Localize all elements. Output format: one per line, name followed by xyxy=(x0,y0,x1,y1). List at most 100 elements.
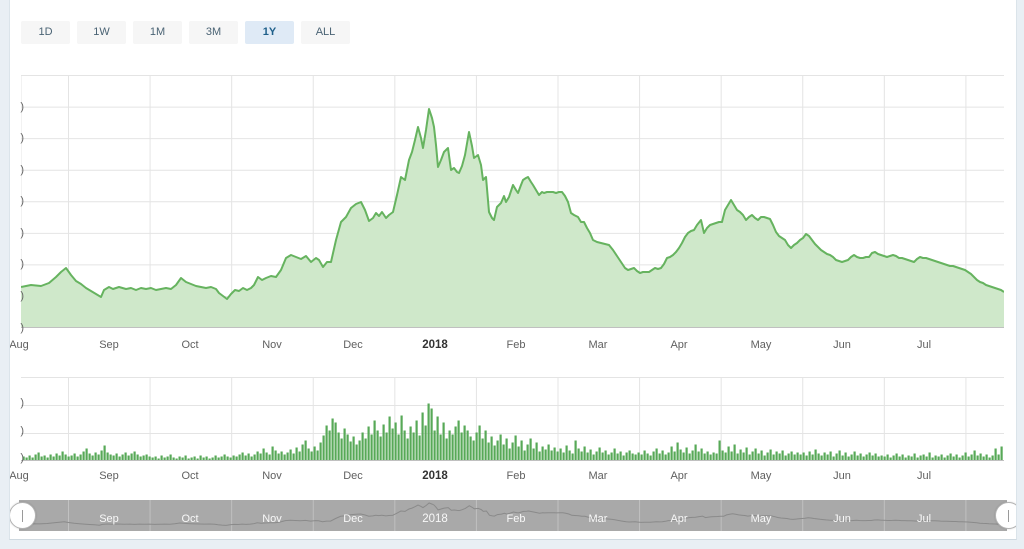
volume-bar[interactable] xyxy=(25,457,28,461)
volume-bar[interactable] xyxy=(658,453,661,461)
volume-bar[interactable] xyxy=(988,457,991,461)
volume-bar[interactable] xyxy=(871,455,874,461)
volume-bar[interactable] xyxy=(169,454,172,461)
volume-bar[interactable] xyxy=(250,456,253,461)
volume-bar[interactable] xyxy=(541,446,544,461)
volume-bar[interactable] xyxy=(976,455,979,461)
volume-bar[interactable] xyxy=(679,449,682,461)
volume-bar[interactable] xyxy=(880,455,883,461)
range-button-all[interactable]: ALL xyxy=(301,21,350,44)
volume-bar[interactable] xyxy=(64,454,67,461)
volume-bar[interactable] xyxy=(691,450,694,461)
volume-bar[interactable] xyxy=(58,455,61,461)
volume-bar[interactable] xyxy=(295,447,298,461)
volume-bar[interactable] xyxy=(145,454,148,461)
volume-bar[interactable] xyxy=(109,454,112,461)
volume-bar[interactable] xyxy=(337,432,340,461)
volume-bar[interactable] xyxy=(121,454,124,461)
volume-bar[interactable] xyxy=(133,451,136,461)
volume-bar[interactable] xyxy=(409,426,412,461)
volume-bar[interactable] xyxy=(358,440,361,461)
volume-bar[interactable] xyxy=(349,441,352,461)
volume-bar[interactable] xyxy=(742,452,745,461)
volume-bar[interactable] xyxy=(238,454,241,461)
volume-bar[interactable] xyxy=(874,453,877,461)
volume-bar[interactable] xyxy=(796,452,799,461)
volume-bar[interactable] xyxy=(49,454,52,461)
volume-bar[interactable] xyxy=(211,457,214,461)
volume-bar[interactable] xyxy=(604,450,607,461)
volume-bar[interactable] xyxy=(910,456,913,461)
volume-bar[interactable] xyxy=(967,456,970,461)
volume-bar[interactable] xyxy=(526,444,529,461)
volume-bar[interactable] xyxy=(544,449,547,461)
volume-bar[interactable] xyxy=(985,454,988,461)
volume-bar[interactable] xyxy=(340,438,343,461)
range-button-3m[interactable]: 3M xyxy=(189,21,238,44)
volume-bar[interactable] xyxy=(808,451,811,461)
price-area-series[interactable] xyxy=(21,109,1004,328)
navigator-left-handle[interactable] xyxy=(10,502,36,529)
volume-bar[interactable] xyxy=(616,453,619,461)
volume-bar[interactable] xyxy=(517,446,520,461)
volume-bar[interactable] xyxy=(493,445,496,461)
volume-bar[interactable] xyxy=(487,442,490,461)
volume-bar[interactable] xyxy=(643,450,646,461)
volume-bar[interactable] xyxy=(505,438,508,461)
volume-bar[interactable] xyxy=(769,449,772,461)
volume-bar[interactable] xyxy=(775,451,778,461)
volume-bar[interactable] xyxy=(640,454,643,461)
volume-bar[interactable] xyxy=(646,453,649,461)
volume-bar[interactable] xyxy=(370,434,373,461)
volume-bar[interactable] xyxy=(523,450,526,461)
volume-bar[interactable] xyxy=(868,452,871,461)
volume-bar[interactable] xyxy=(835,453,838,461)
volume-bar[interactable] xyxy=(682,452,685,461)
volume-bar[interactable] xyxy=(940,454,943,461)
volume-bar[interactable] xyxy=(406,438,409,461)
volume-bar[interactable] xyxy=(304,440,307,461)
volume-bar[interactable] xyxy=(376,430,379,461)
volume-bar[interactable] xyxy=(607,454,610,461)
volume-bar[interactable] xyxy=(673,451,676,461)
volume-bar[interactable] xyxy=(229,457,232,461)
volume-bar[interactable] xyxy=(259,453,262,461)
volume-bar[interactable] xyxy=(232,455,235,461)
volume-bar[interactable] xyxy=(877,456,880,461)
volume-chart[interactable] xyxy=(21,377,1004,461)
volume-bar[interactable] xyxy=(442,422,445,461)
volume-bar[interactable] xyxy=(979,453,982,461)
volume-bar[interactable] xyxy=(253,454,256,461)
volume-bar[interactable] xyxy=(637,452,640,461)
volume-bar[interactable] xyxy=(205,456,208,461)
volume-bar[interactable] xyxy=(772,454,775,461)
volume-bar[interactable] xyxy=(361,432,364,461)
volume-bar[interactable] xyxy=(580,451,583,461)
volume-bar[interactable] xyxy=(889,457,892,461)
volume-bar[interactable] xyxy=(439,434,442,461)
volume-bar[interactable] xyxy=(946,455,949,461)
volume-bar[interactable] xyxy=(115,453,118,461)
volume-bar[interactable] xyxy=(721,450,724,461)
volume-bar[interactable] xyxy=(760,450,763,461)
volume-bar[interactable] xyxy=(739,449,742,461)
volume-bar[interactable] xyxy=(853,451,856,461)
volume-bar[interactable] xyxy=(166,456,169,461)
volume-bar[interactable] xyxy=(937,456,940,461)
volume-bar[interactable] xyxy=(52,456,55,461)
volume-bar[interactable] xyxy=(88,453,91,461)
volume-bar[interactable] xyxy=(685,447,688,461)
price-chart[interactable] xyxy=(21,75,1004,328)
price-line-series[interactable] xyxy=(21,108,1004,300)
volume-bar[interactable] xyxy=(892,455,895,461)
volume-bar[interactable] xyxy=(460,432,463,461)
volume-bar[interactable] xyxy=(583,446,586,461)
volume-bar[interactable] xyxy=(67,456,70,461)
volume-bar[interactable] xyxy=(379,436,382,461)
volume-bar[interactable] xyxy=(457,420,460,461)
volume-bar[interactable] xyxy=(733,444,736,461)
volume-bar[interactable] xyxy=(589,449,592,461)
volume-bar[interactable] xyxy=(466,430,469,461)
volume-bar[interactable] xyxy=(655,448,658,461)
volume-bar[interactable] xyxy=(499,434,502,461)
